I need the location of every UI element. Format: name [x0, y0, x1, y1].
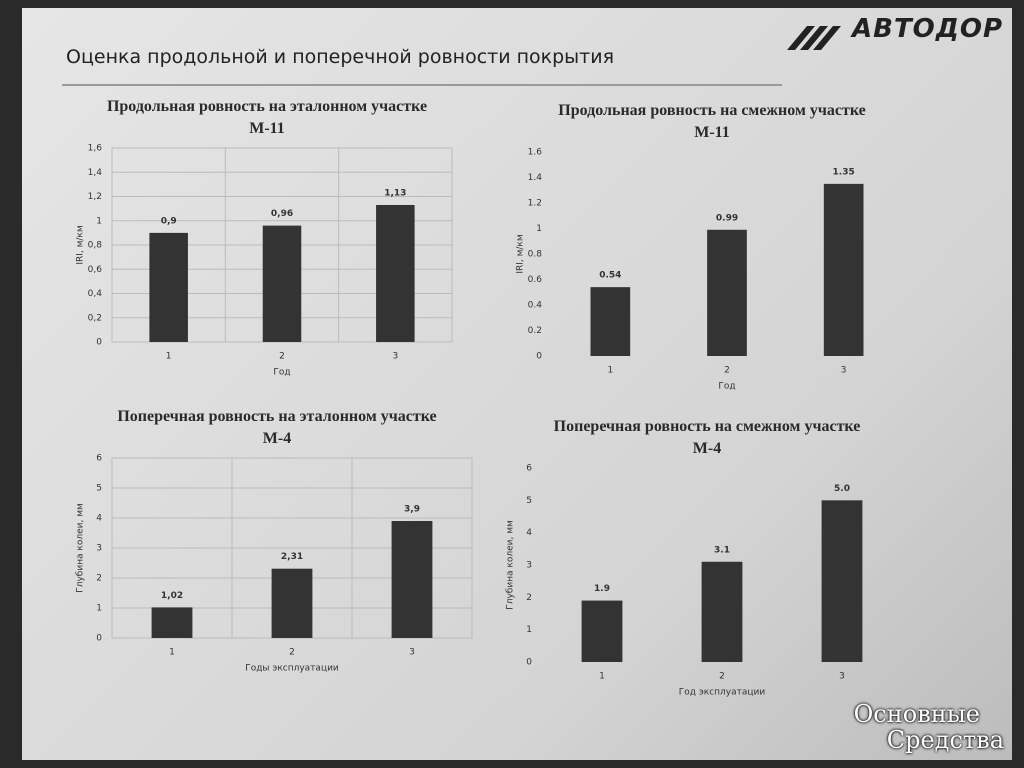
bar — [821, 500, 863, 662]
y-tick-label: 6 — [96, 454, 102, 464]
chart-title: Продольная ровность на эталонном участке… — [106, 98, 428, 137]
x-tick-label: 2 — [724, 366, 730, 376]
y-tick-label: 0,2 — [88, 313, 102, 323]
bar — [271, 568, 313, 638]
y-tick-label: 4 — [526, 528, 532, 538]
chart-panel: Поперечная ровность на эталонном участке… — [62, 406, 492, 680]
y-tick-label: 6 — [526, 464, 532, 474]
bar — [151, 607, 193, 638]
y-axis-label: Глубина колеи, мм — [76, 503, 86, 593]
y-tick-label: 1,4 — [88, 168, 103, 178]
y-tick-label: 0,6 — [88, 265, 103, 275]
chart: 0 1 2 3 4 5 6 Глубина колеи, мм Годы эксплуатаци… — [76, 454, 473, 674]
y-tick-label: 0.6 — [528, 275, 543, 285]
y-tick-label: 0 — [536, 352, 542, 362]
x-tick-label: 3 — [409, 648, 415, 658]
x-tick-label: 3 — [841, 366, 847, 376]
logo: АВТОДОР — [852, 14, 1004, 44]
x-tick-label: 2 — [289, 648, 295, 658]
chart-title: Поперечная ровность на смежном участке М… — [553, 418, 861, 457]
value-label: 1,02 — [161, 591, 183, 601]
y-tick-label: 1,6 — [88, 144, 103, 154]
y-tick-label: 2 — [526, 593, 532, 603]
y-tick-label: 3 — [526, 561, 532, 571]
value-label: 5.0 — [834, 484, 850, 494]
y-tick-label: 1.4 — [528, 173, 543, 183]
bar — [707, 229, 747, 356]
value-label: 1.9 — [594, 584, 610, 594]
y-tick-label: 0 — [96, 634, 102, 644]
x-tick-label: 3 — [392, 352, 398, 362]
x-tick-label: 2 — [719, 672, 725, 682]
bar — [391, 521, 433, 638]
y-tick-label: 0 — [96, 338, 102, 348]
bar — [823, 183, 864, 356]
y-tick-label: 1 — [526, 625, 532, 635]
chart-panel: Продольная ровность на смежном участке М… — [502, 100, 922, 398]
chart-title: Поперечная ровность на эталонном участке… — [117, 408, 437, 447]
value-label: 0,96 — [271, 209, 293, 219]
value-label: 0.54 — [599, 271, 621, 281]
x-axis-label: Год — [718, 382, 735, 392]
y-tick-label: 2 — [96, 574, 102, 584]
chart-panel: Поперечная ровность на смежном участке М… — [492, 416, 922, 704]
watermark: Средства — [886, 726, 1004, 754]
bar — [149, 232, 188, 342]
value-label: 1,13 — [384, 188, 406, 198]
y-tick-label: 5 — [526, 496, 532, 506]
chart-panel: Продольная ровность на эталонном участке… — [62, 96, 472, 384]
y-tick-label: 4 — [96, 514, 102, 524]
chart: 0 0,2 0,4 0,6 0,8 1 1,2 1,4 1,6 IRI, м/км Год 1 0,9 2… — [76, 144, 453, 378]
y-tick-label: 0,8 — [88, 241, 103, 251]
x-tick-label: 1 — [169, 648, 175, 658]
y-tick-label: 1 — [96, 604, 102, 614]
value-label: 3,9 — [404, 505, 420, 515]
slide-title: Оценка продольной и поперечной ровности … — [66, 46, 615, 68]
y-tick-label: 1.6 — [528, 148, 543, 158]
y-tick-label: 0,4 — [88, 289, 103, 299]
chart: 0 1 2 3 4 5 6 Глубина колеи, мм Год эксплуатации… — [506, 464, 863, 698]
x-axis-label: Год эксплуатации — [679, 688, 766, 698]
y-tick-label: 0.4 — [528, 301, 543, 311]
bar — [701, 561, 743, 662]
x-axis-label: Годы эксплуатации — [245, 664, 339, 674]
value-label: 2,31 — [281, 552, 303, 562]
y-tick-label: 0.8 — [528, 250, 543, 260]
x-axis-label: Год — [273, 368, 290, 378]
x-tick-label: 3 — [839, 672, 845, 682]
x-tick-label: 1 — [607, 366, 613, 376]
y-tick-label: 5 — [96, 484, 102, 494]
watermark: Основные — [853, 700, 980, 728]
y-tick-label: 1 — [96, 216, 102, 226]
bar — [262, 225, 302, 342]
chart-title: Продольная ровность на смежном участке М… — [558, 102, 866, 141]
x-tick-label: 2 — [279, 352, 285, 362]
value-label: 0.99 — [716, 213, 738, 223]
chart: 0 0.2 0.4 0.6 0.8 1 1.2 1.4 1.6 IRI, м/км Год 1 0.54… — [516, 148, 864, 392]
y-axis-label: IRI, м/км — [516, 234, 526, 273]
title-rule — [62, 84, 782, 86]
y-tick-label: 1,2 — [88, 192, 102, 202]
logo-mark — [787, 26, 841, 50]
y-tick-label: 1 — [536, 224, 542, 234]
y-tick-label: 1.2 — [528, 199, 542, 209]
bar — [581, 600, 623, 662]
bar — [590, 287, 631, 356]
y-axis-label: IRI, м/км — [76, 225, 86, 264]
value-label: 3.1 — [714, 545, 730, 555]
y-tick-label: 3 — [96, 544, 102, 554]
slide: Оценка продольной и поперечной ровности … — [22, 8, 1012, 760]
y-tick-label: 0 — [526, 658, 532, 668]
x-tick-label: 1 — [166, 352, 172, 362]
y-axis-label: Глубина колеи, мм — [506, 520, 516, 610]
bar — [376, 204, 415, 342]
value-label: 0,9 — [161, 216, 177, 226]
value-label: 1.35 — [833, 167, 855, 177]
x-tick-label: 1 — [599, 672, 605, 682]
y-tick-label: 0.2 — [528, 326, 542, 336]
